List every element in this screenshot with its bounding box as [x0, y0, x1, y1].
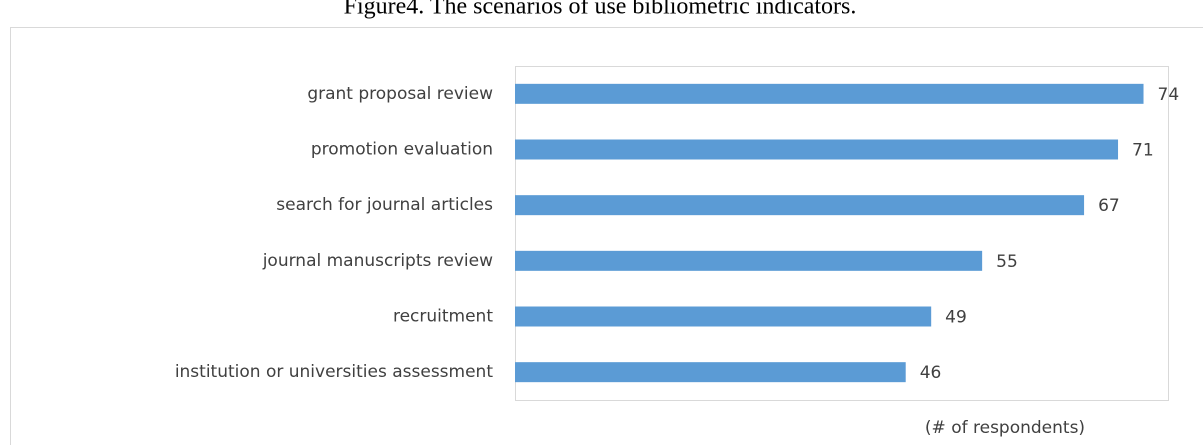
y-tick-label: journal manuscripts review — [262, 251, 493, 271]
y-tick-label: grant proposal review — [307, 84, 493, 104]
y-tick-label: institution or universities assessment — [175, 362, 494, 382]
value-label: 67 — [1098, 196, 1120, 216]
bar — [515, 362, 906, 383]
bar — [515, 139, 1119, 160]
bar — [515, 195, 1085, 216]
y-tick-label: search for journal articles — [276, 195, 493, 215]
y-tick-label: promotion evaluation — [311, 140, 493, 160]
bar — [515, 250, 983, 271]
value-label: 74 — [1158, 85, 1180, 105]
x-axis-label: (# of respondents) — [925, 418, 1085, 438]
y-tick-label: recruitment — [393, 307, 493, 327]
value-label: 55 — [996, 252, 1018, 272]
value-label: 49 — [945, 308, 967, 328]
chart-title: Figure4. The scenarios of use bibliometr… — [344, 0, 857, 20]
value-label: 71 — [1132, 141, 1154, 161]
value-label: 46 — [920, 363, 942, 383]
chart-frame — [10, 27, 1203, 445]
plot-area — [515, 66, 1169, 401]
bar — [515, 306, 932, 327]
bar — [515, 83, 1144, 104]
